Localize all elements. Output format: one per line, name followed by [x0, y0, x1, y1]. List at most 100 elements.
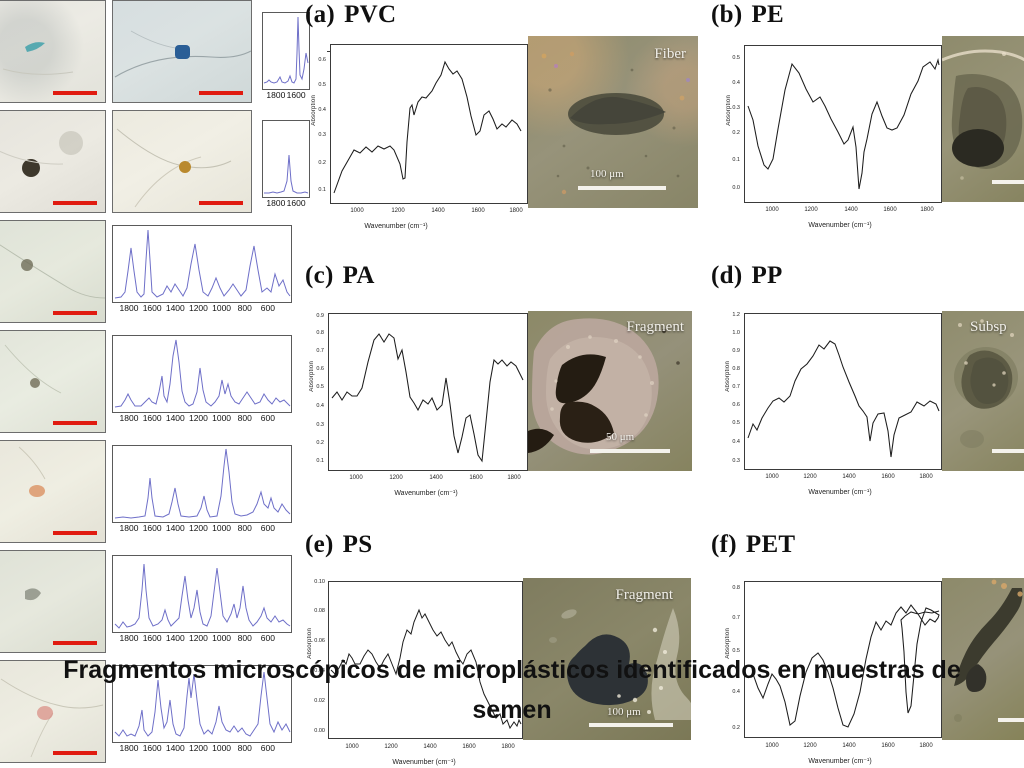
panel-letter: (d): [711, 262, 743, 289]
y-tick: 0.2: [318, 160, 326, 166]
raman-spectrum-r3: 1800 1600 1400 1200 1000 800 600: [112, 225, 292, 313]
y-tick: 0.2: [732, 130, 740, 136]
micrograph-pp: Subsp: [942, 311, 1024, 471]
panel-title-pet: (f) PET: [711, 531, 795, 559]
photo-scale-text-ps: 100 μm: [607, 706, 641, 718]
panel-title-pe: (b) PE: [711, 1, 784, 29]
x-tick: 1000: [349, 475, 363, 481]
x-tick: 1000: [345, 744, 359, 750]
panel-title-pvc: (a) PVC: [305, 1, 396, 29]
scale-bar-red: [53, 421, 97, 425]
y-tick: 0.10: [314, 579, 325, 585]
spectrum-xticks: 1800 1600 1400 1200 1000 800 600: [119, 303, 275, 313]
spectrum-line-ps: [330, 608, 522, 730]
x-tick: 1600: [881, 474, 895, 480]
y-tick: 0.9: [316, 313, 324, 319]
spectrum-xticks: 1800 1600: [266, 198, 306, 208]
y-tick: 1.2: [732, 312, 740, 318]
x-tick: 1400: [429, 475, 443, 481]
scale-bar-red: [53, 91, 97, 95]
x-tick: 1800: [507, 475, 521, 481]
panel-letter: (b): [711, 1, 743, 28]
x-tick: 1200: [391, 208, 405, 214]
y-tick: 0.3: [316, 422, 324, 428]
y-tick: 0.5: [732, 648, 740, 654]
raman-spectrum-r5: 1800 1600 1400 1200 1000 800 600: [112, 445, 292, 533]
x-tick: 1600: [469, 475, 483, 481]
panel-name: PE: [751, 1, 785, 28]
panel-name: PA: [342, 262, 375, 289]
raman-spectrum-r4: 1800 1600 1400 1200 1000 800 600: [112, 335, 292, 423]
y-tick: 0.1: [316, 458, 324, 464]
y-tick: 0.7: [732, 615, 740, 621]
y-tick: 0.08: [314, 608, 325, 614]
y-tick: 0.06: [314, 638, 325, 644]
y-tick: 0.8: [316, 330, 324, 336]
y-tick: 0.4: [732, 439, 740, 445]
photo-label-ps: Fragment: [615, 587, 674, 603]
x-tick: 1600: [462, 744, 476, 750]
x-tick: 1600: [471, 208, 485, 214]
figure-caption: Fragmentos microscópicos de microplástic…: [63, 656, 961, 724]
y-tick: 0.8: [732, 585, 740, 591]
x-axis-label-ps: Wavenumber (cm⁻¹): [392, 759, 456, 766]
x-tick: 1200: [803, 743, 817, 749]
y-tick: 0.2: [316, 440, 324, 446]
scale-bar-red: [53, 751, 97, 755]
photo-label-pvc: Fiber: [654, 46, 686, 62]
plot-area-pet: [744, 581, 942, 738]
x-axis-label-pa: Wavenumber (cm⁻¹): [394, 490, 458, 497]
y-tick: 0.00: [314, 728, 325, 734]
x-tick: 1400: [842, 743, 856, 749]
x-axis-label-pp: Wavenumber (cm⁻¹): [808, 489, 872, 496]
x-tick: 1600: [881, 743, 895, 749]
scale-bar-red: [53, 311, 97, 315]
x-tick: 1200: [803, 474, 817, 480]
y-tick: 0.4: [732, 689, 740, 695]
y-tick: 0.6: [316, 366, 324, 372]
spectrum-line-pvc: [333, 60, 522, 194]
micrograph-r2c1: [0, 110, 106, 213]
raman-spectrum-r2: 1800 1600: [262, 120, 310, 208]
y-tick: 0.3: [732, 105, 740, 111]
scale-bar-red: [199, 91, 243, 95]
y-tick: 0.2: [732, 725, 740, 731]
y-tick: 0.5: [318, 82, 326, 88]
spectrum-line-pa: [331, 333, 524, 463]
scale-bar-red: [53, 201, 97, 205]
photo-label-pp: Subsp: [970, 319, 1007, 335]
x-axis-label-pe: Wavenumber (cm⁻¹): [808, 222, 872, 229]
y-tick: 0.4: [732, 80, 740, 86]
y-tick: 0.1: [732, 157, 740, 163]
panel-title-ps: (e) PS: [305, 531, 372, 559]
spectrum-line-pe: [747, 57, 940, 190]
spectrum-line-pp: [747, 340, 940, 458]
micrograph-r5c1: [0, 440, 106, 543]
plot-area-pe: [744, 45, 942, 203]
photo-scale-bar-pet: [998, 718, 1024, 722]
y-tick: 0.3: [318, 132, 326, 138]
panel-letter: (a): [305, 1, 336, 28]
x-tick: 1800: [920, 207, 934, 213]
x-tick: 1000: [765, 474, 779, 480]
x-tick: 1000: [765, 207, 779, 213]
photo-scale-text-pa: 50 μm: [606, 431, 635, 443]
spectrum-xticks: 1800 1600: [266, 90, 306, 100]
y-tick: 0.4: [318, 107, 326, 113]
micrograph-r2c2: [112, 110, 252, 213]
x-tick: 1200: [384, 744, 398, 750]
spectrum-line-pet: [747, 604, 940, 728]
y-tick: 0.02: [314, 698, 325, 704]
micrograph-pa: Fragment 50 μm: [528, 311, 692, 471]
plot-area-pvc: [327, 44, 528, 204]
photo-label-pa: Fragment: [626, 319, 685, 335]
micrograph-pe: [942, 36, 1024, 202]
spectrum-xticks: 1800 1600 1400 1200 1000 800 600: [119, 523, 275, 533]
photo-scale-bar-pe: [992, 180, 1024, 184]
x-axis-label-pvc: Wavenumber (cm⁻¹): [364, 223, 428, 230]
y-tick: 0.7: [316, 348, 324, 354]
photo-scale-bar-pa: [590, 449, 670, 453]
x-tick: 1400: [431, 208, 445, 214]
micrograph-pvc: Fiber 100 μm: [528, 36, 698, 208]
y-tick: 0.4: [316, 403, 324, 409]
